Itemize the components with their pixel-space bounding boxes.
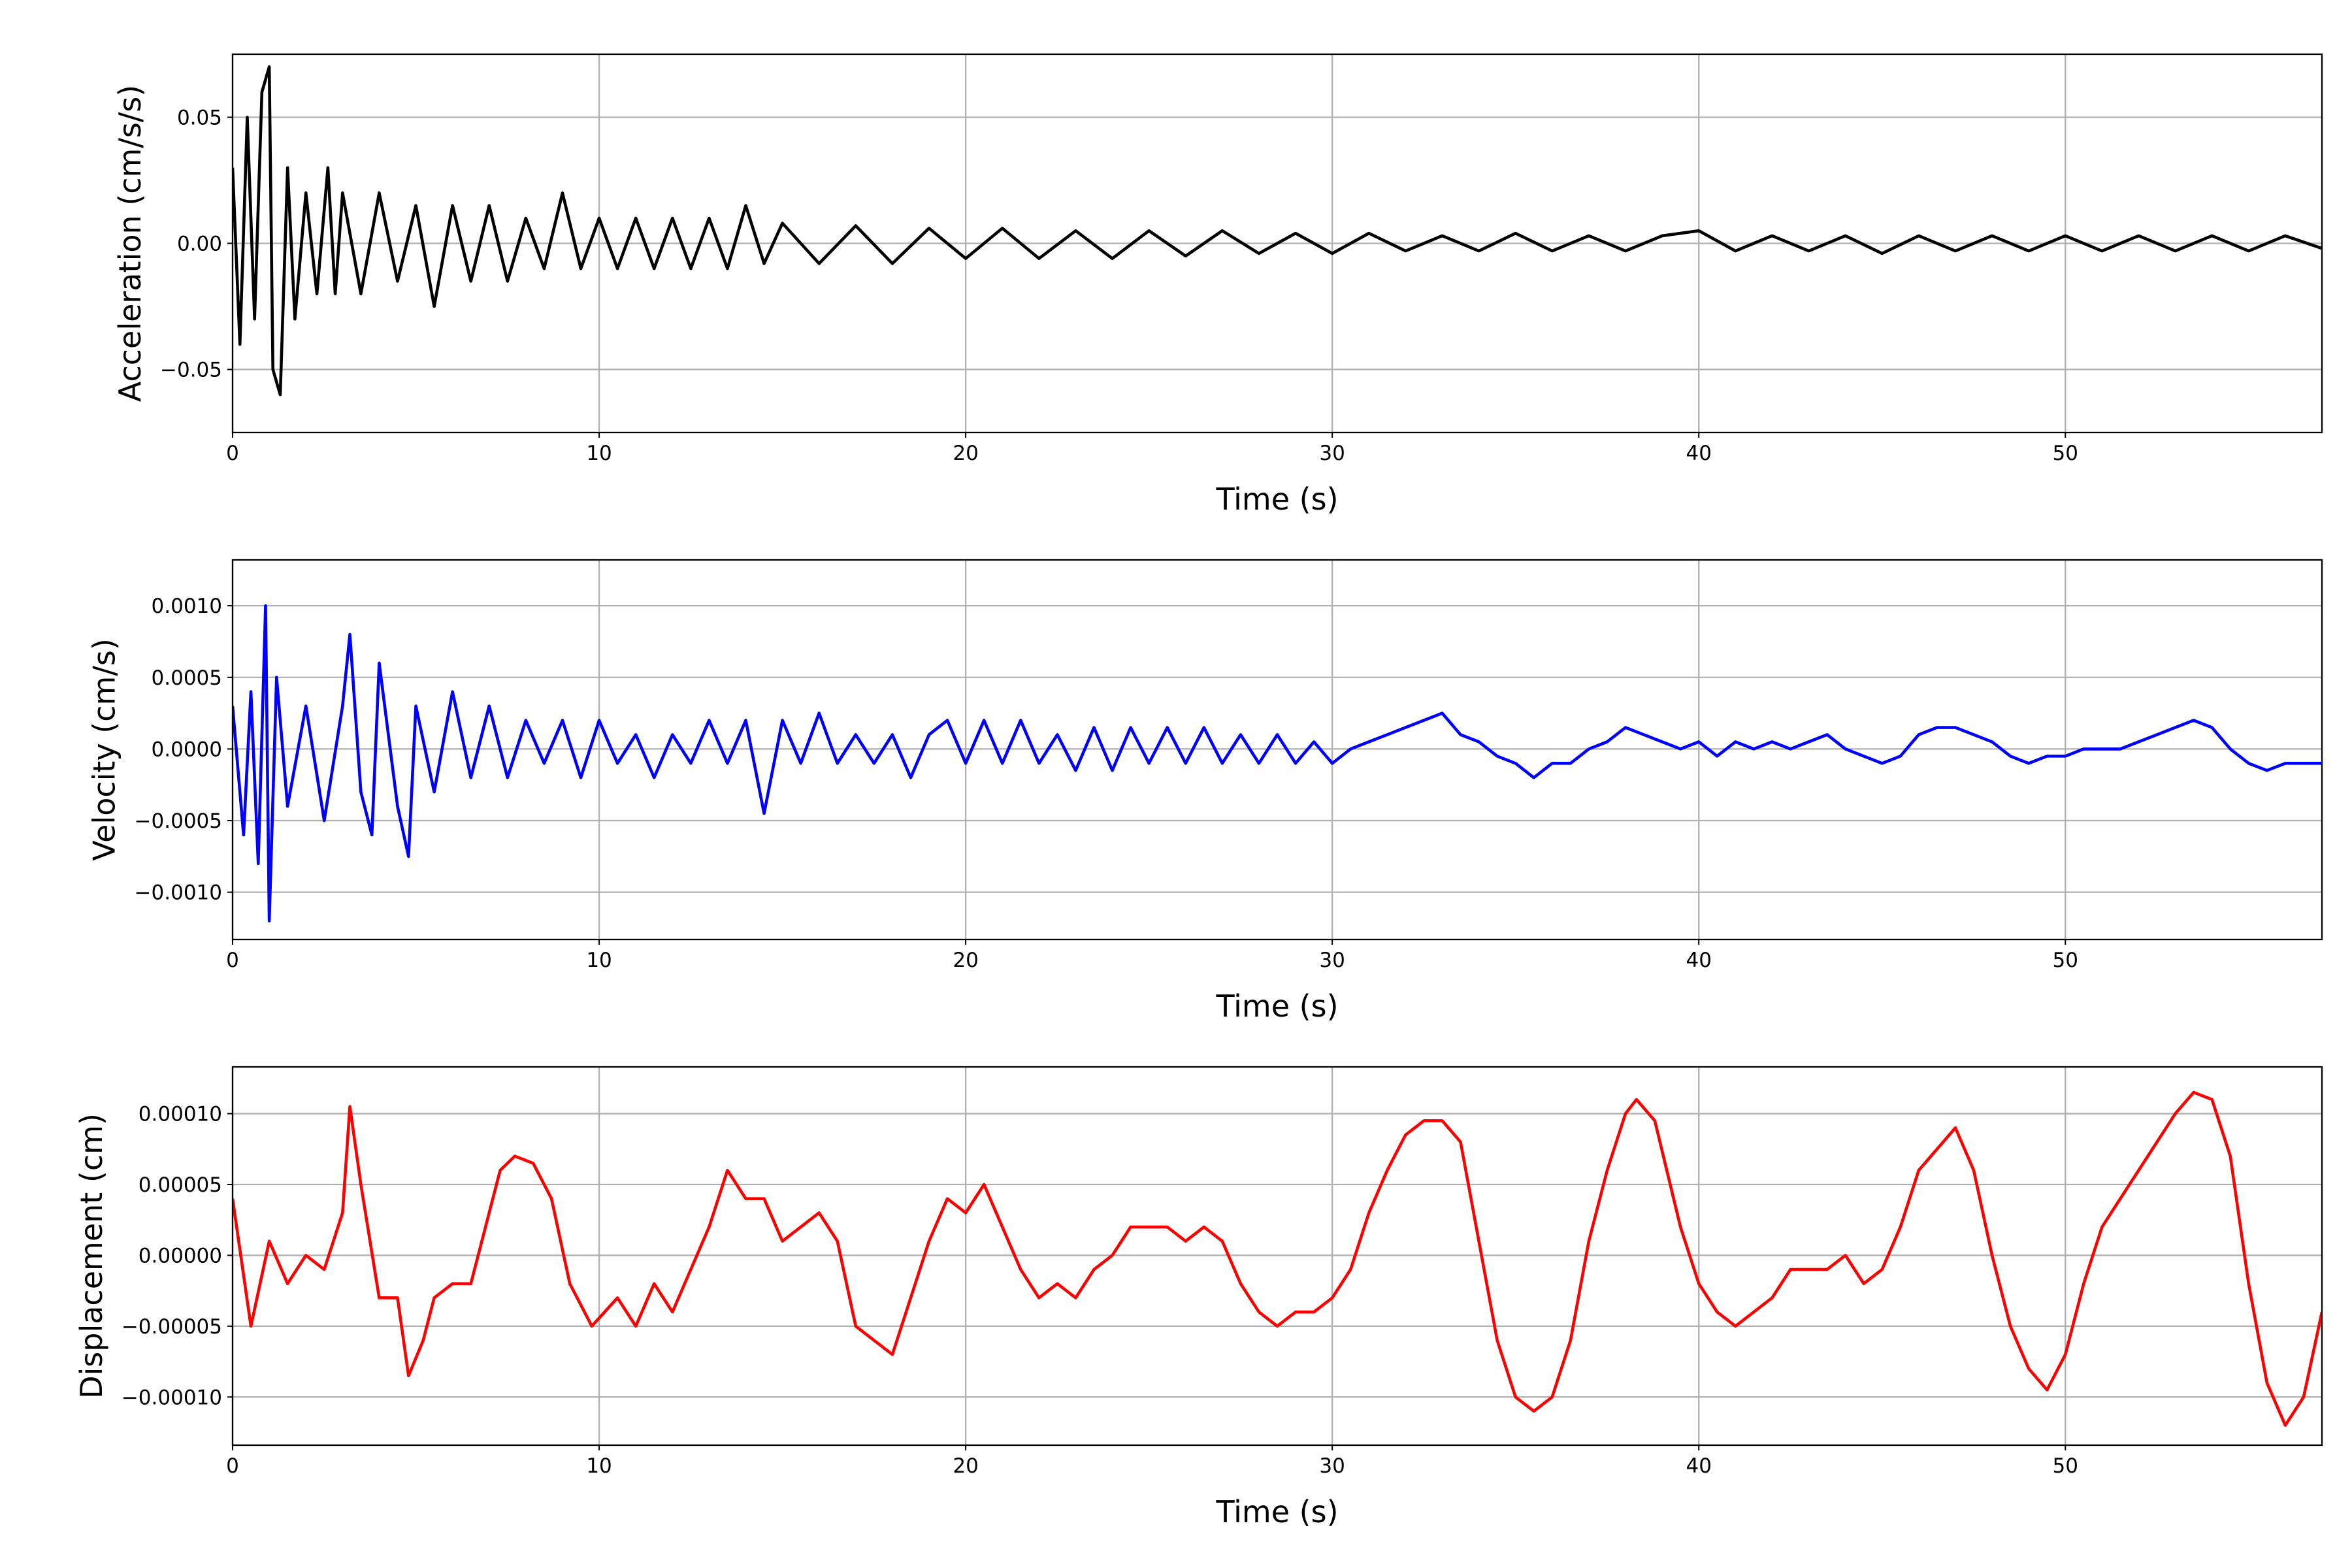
- y-tick-label: 0.00000: [139, 1244, 222, 1267]
- y-axis-label: Displacement (cm): [74, 1113, 109, 1399]
- y-tick-label: 0.0005: [152, 666, 222, 690]
- x-tick-label: 30: [1319, 442, 1345, 465]
- y-tick-label: 0.0010: [152, 595, 222, 618]
- x-tick-label: 10: [586, 442, 612, 465]
- y-axis-label: Acceleration (cm/s/s): [112, 85, 148, 402]
- y-tick-label: −0.00005: [122, 1315, 222, 1339]
- x-tick-label: 50: [2053, 949, 2078, 972]
- x-tick-label: 0: [226, 442, 239, 465]
- plot-frame: [231, 53, 2323, 434]
- y-tick-label: 0.05: [177, 106, 222, 130]
- x-tick-label: 30: [1319, 949, 1345, 972]
- x-axis-label: Time (s): [1215, 988, 1338, 1024]
- x-tick-label: 10: [586, 1454, 612, 1478]
- plot-frame: [231, 559, 2323, 941]
- x-tick-label: 20: [953, 1454, 978, 1478]
- y-tick-label: 0.00010: [139, 1103, 222, 1126]
- x-tick-label: 50: [2053, 442, 2078, 465]
- y-axis-label: Velocity (cm/s): [87, 638, 122, 861]
- y-tick-label: 0.0000: [152, 738, 222, 761]
- x-tick-label: 40: [1686, 1454, 1711, 1478]
- x-tick-label: 40: [1686, 442, 1711, 465]
- data-line: [233, 65, 2322, 397]
- plot-frame: [231, 1066, 2323, 1446]
- x-tick-label: 0: [226, 949, 239, 972]
- data-line: [233, 604, 2322, 923]
- y-tick-label: −0.0010: [135, 881, 222, 905]
- x-tick-label: 20: [953, 949, 978, 972]
- x-tick-label: 30: [1319, 1454, 1345, 1478]
- x-tick-label: 0: [226, 1454, 239, 1478]
- x-tick-label: 40: [1686, 949, 1711, 972]
- y-tick-label: −0.05: [160, 359, 222, 382]
- x-tick-label: 20: [953, 442, 978, 465]
- y-tick-label: 0.00: [177, 233, 222, 256]
- x-axis-label: Time (s): [1215, 482, 1338, 517]
- x-axis-label: Time (s): [1215, 1494, 1338, 1529]
- y-tick-label: 0.00005: [139, 1173, 222, 1197]
- data-line: [233, 1090, 2322, 1427]
- x-tick-label: 10: [586, 949, 612, 972]
- y-tick-label: −0.00010: [122, 1386, 222, 1409]
- x-tick-label: 50: [2053, 1454, 2078, 1478]
- y-tick-label: −0.0005: [135, 809, 222, 833]
